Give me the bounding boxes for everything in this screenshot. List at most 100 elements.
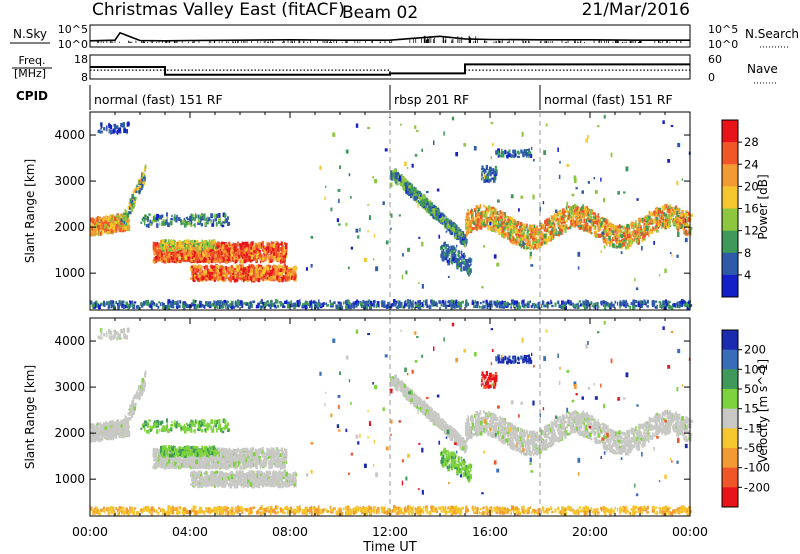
power-range-cell [413,193,416,196]
power-range-cell [209,252,213,257]
power-range-cell [496,211,499,215]
power-range-cell [566,226,570,230]
power-range-cell [243,244,246,249]
power-range-cell [601,221,604,225]
power-range-cell [171,214,173,218]
power-range-cell [190,248,193,254]
power-range-cell [632,234,635,238]
power-range-cell [248,253,251,256]
power-range-cell [255,247,258,251]
power-range-cell [160,246,164,250]
power-range-cell [152,241,155,245]
power-range-cell [199,265,201,271]
power-range-cell [673,211,676,215]
power-range-cell [197,264,201,269]
power-range-cell [266,277,269,280]
power-range-cell [243,277,245,283]
power-range-cell [109,229,113,234]
power-range-cell [464,233,467,237]
power-range-cell [491,228,495,233]
power-range-cell [231,265,233,270]
cpid-segment-label: rbsp 201 RF [394,92,469,107]
power-range-cell [130,206,134,212]
power-range-cell [649,222,651,225]
power-range-cell [94,225,97,231]
power-range-cell [191,270,194,275]
power-range-cell [242,271,245,276]
power-range-cell [657,219,660,225]
power-range-cell [198,214,202,218]
power-range-cell [162,219,165,222]
power-range-cell [118,215,120,221]
power-range-cell [471,214,473,219]
power-range-cell [457,236,461,241]
power-range-cell [257,264,260,269]
power-range-cell [112,129,115,134]
power-range-cell [624,235,626,239]
power-range-cell [594,217,596,220]
power-range-cell [175,259,178,264]
power-range-cell [543,227,546,232]
power-range-cell [155,246,158,251]
power-range-cell [264,257,267,261]
power-range-cell [243,253,245,257]
power-range-cell [235,264,238,269]
power-range-cell [657,209,661,214]
power-range-cell [175,218,178,223]
power-range-cell [453,223,457,228]
power-range-cell [247,254,250,260]
power-range-cell [278,264,281,269]
power-range-cell [461,254,464,258]
power-range-cell [176,249,180,254]
power-range-cell [108,222,110,226]
power-range-cell [265,253,268,259]
power-range-cell [618,236,620,241]
power-range-cell [260,272,263,277]
power-range-cell [159,222,161,226]
power-range-cell [466,265,469,269]
power-range-cell [187,222,191,226]
power-range-cell [245,247,248,252]
power-range-cell [520,233,524,237]
power-range-cell [404,184,407,189]
power-range-cell [474,216,477,222]
power-range-cell [465,219,468,223]
power-range-cell [432,208,436,213]
power-range-cell [581,206,584,211]
power-range-cell [94,220,96,223]
power-range-cell [662,223,666,228]
power-range-cell [224,259,226,263]
power-range-cell [251,246,254,251]
power-range-cell [595,220,599,225]
power-range-cell [526,242,530,246]
power-range-cell [222,276,225,281]
power-range-cell [522,228,525,233]
power-range-cell [192,240,195,245]
power-range-cell [501,233,505,238]
power-range-cell [188,256,191,260]
power-range-cell [98,216,101,220]
power-range-cell [95,223,97,227]
power-range-cell [547,227,549,230]
power-range-cell [267,277,271,280]
power-range-cell [287,278,290,282]
power-range-cell [408,187,411,191]
power-range-cell [270,254,274,258]
power-range-cell [262,277,265,282]
power-range-cell [284,252,287,257]
power-range-cell [473,220,475,225]
power-range-cell [239,244,243,250]
power-range-cell [518,243,522,247]
power-range-cell [657,225,659,230]
power-range-cell [110,226,114,229]
power-range-cell [677,219,680,224]
power-range-cell [656,217,659,221]
power-range-cell [139,185,142,188]
power-range-cell [229,249,231,253]
power-range-cell [273,246,276,252]
power-range-cell [585,222,589,227]
power-range-cell [192,244,196,247]
power-range-cell [235,251,237,257]
power-range-cell [642,234,646,239]
power-range-cell [406,190,410,195]
